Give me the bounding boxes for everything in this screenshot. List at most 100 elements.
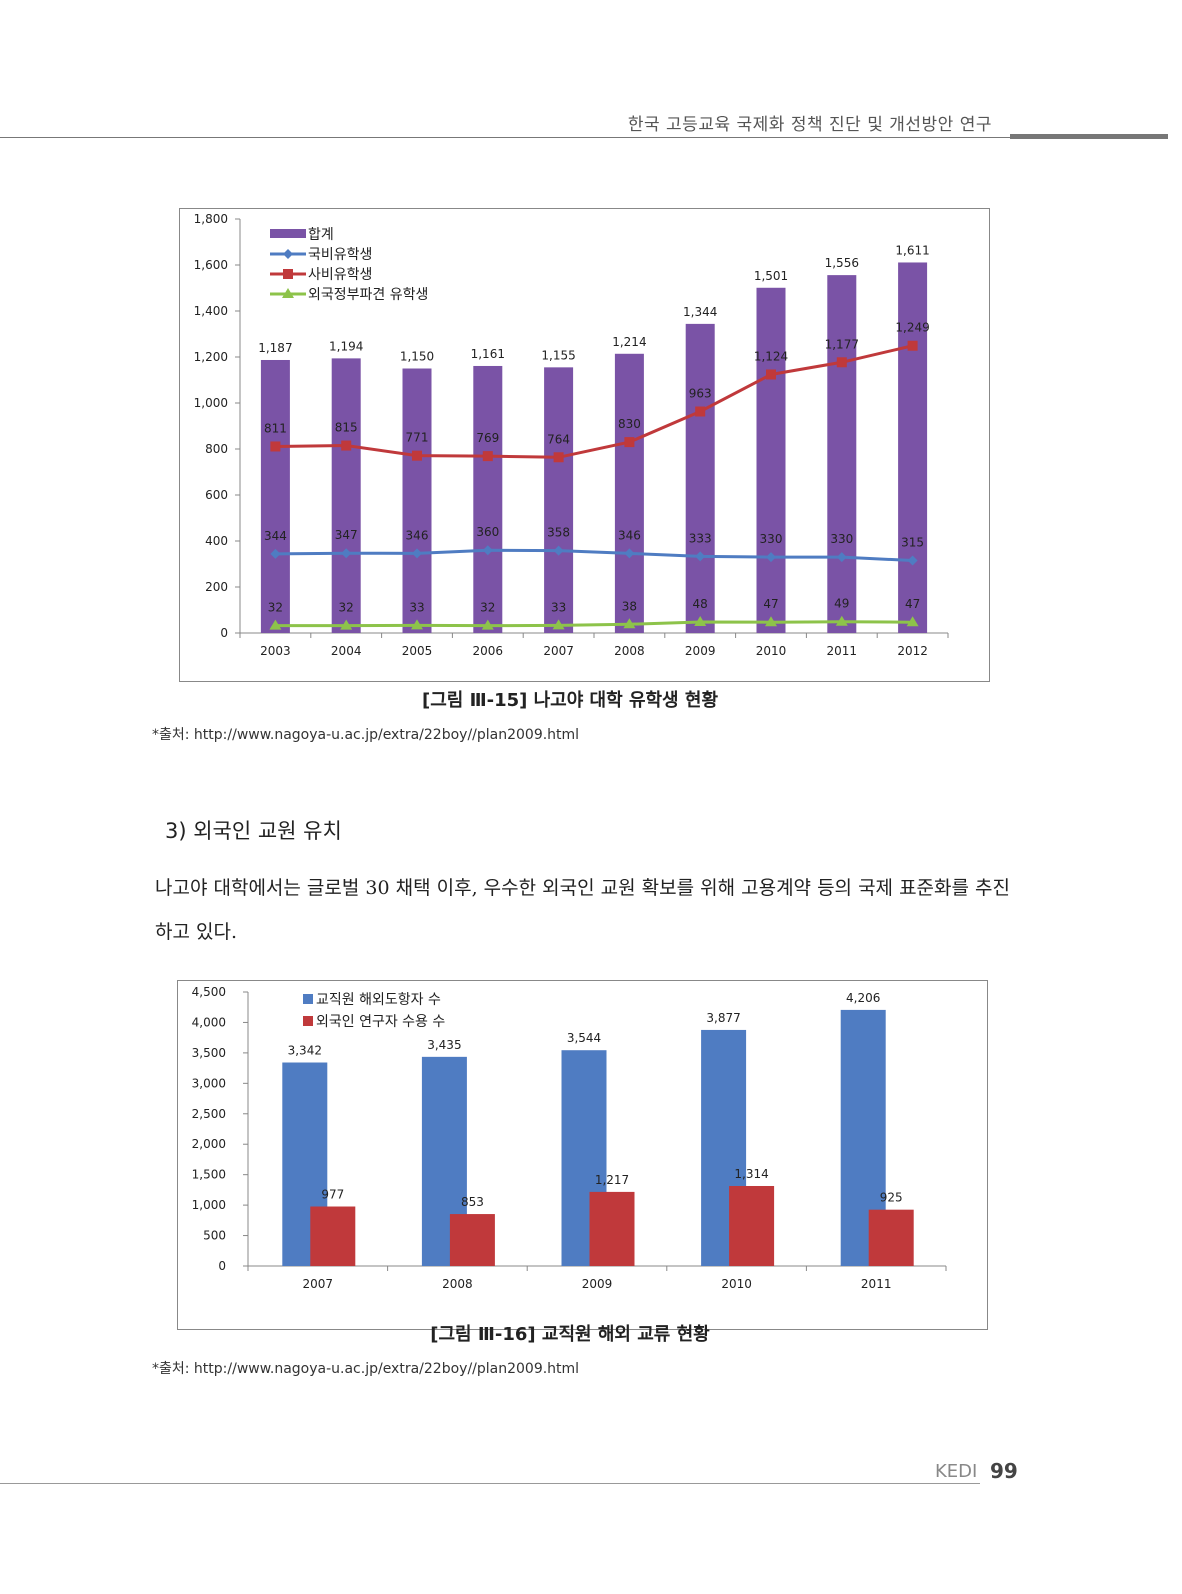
bar-total-label: 1,150 [400,350,434,364]
bar-total [402,368,432,633]
bar-value-label: 4,206 [846,991,880,1005]
point-label: 48 [693,597,708,611]
bar-total-label: 1,611 [895,243,929,257]
y-tick-label: 500 [203,1229,226,1243]
y-tick-label: 1,400 [194,304,228,318]
bar-total-label: 1,556 [825,256,859,270]
point-marker [340,619,353,630]
point-marker [552,619,565,630]
series-line-1 [275,548,913,563]
bar-foreign-researchers [729,1185,775,1266]
point-label: 358 [547,526,570,540]
point-label: 963 [689,387,712,401]
bar-total [473,365,503,633]
point-marker [907,555,918,566]
y-tick-label: 1,000 [192,1198,226,1212]
x-tick-label: 2004 [331,644,362,658]
y-tick-label: 4,500 [192,985,226,999]
bar-total-label: 1,214 [612,335,646,349]
point-marker [907,340,918,351]
legend-marker [282,288,294,298]
x-tick-label: 2010 [756,644,787,658]
bar-total-label: 1,155 [541,348,575,362]
bar-value-label: 925 [880,1191,903,1205]
bar-total-label: 1,501 [754,269,788,283]
point-marker [270,441,281,452]
bar-value-label: 1,314 [734,1167,768,1181]
page-number: 99 [990,1459,1018,1483]
point-label: 38 [622,599,637,613]
y-tick-label: 3,000 [192,1076,226,1090]
chart-students: 0 200 400 600 800 1,000 1,200 1,400 1,600 1,800 20… [194,212,949,658]
point-marker [836,552,847,563]
x-tick-label: 2005 [402,644,433,658]
point-marker [766,369,776,380]
x-tick-label: 2011 [827,644,858,658]
bar-total-label: 1,161 [471,347,505,361]
y-tick-label: 1,800 [194,212,228,226]
point-marker [694,615,707,626]
bar-value-label: 3,877 [706,1011,740,1025]
point-label: 1,177 [825,337,859,351]
legend-swatch [270,229,306,238]
series-line-3 [275,620,913,628]
legend-label: 합계 [308,227,334,243]
point-marker [836,357,847,368]
x-tick-label: 2008 [442,1277,473,1291]
point-label: 32 [268,601,283,615]
chart-frame-faculty: 0 500 1,000 1,500 2,000 2,500 3,000 3,500 4,000 4… [177,980,988,1330]
bar-total [685,323,715,633]
point-label: 330 [830,532,853,546]
y-tick-label: 600 [205,488,228,502]
y-tick-label: 200 [205,580,228,594]
x-tick-label: 2009 [582,1277,613,1291]
point-marker [765,616,777,627]
bar-value-label: 3,435 [427,1038,461,1052]
point-label: 815 [335,421,358,435]
section-body-text: 나고야 대학에서는 글로벌 30 채택 이후, 우수한 외국인 교원 확보를 위… [155,877,1010,943]
point-label: 315 [901,536,924,550]
legend-label: 사비유학생 [308,267,372,283]
y-tick-label: 4,000 [192,1015,226,1029]
legend-marker [283,269,293,279]
bar-total [614,353,644,633]
bar-value-label: 853 [461,1195,484,1209]
point-label: 344 [264,529,287,543]
x-tick-label: 2006 [473,644,504,658]
point-label: 771 [406,431,429,445]
y-tick-label: 800 [205,442,228,456]
point-marker [553,452,564,463]
bar-total-label: 1,344 [683,305,717,319]
x-tick-label: 2011 [861,1277,892,1291]
point-marker [412,450,422,461]
point-label: 346 [406,528,429,542]
bar-total [756,287,786,633]
legend-marker [283,249,293,259]
y-tick-label: 1,000 [194,396,228,410]
point-marker [270,548,281,559]
legend-label: 외국정부파견 유학생 [308,287,428,303]
y-tick-label: 3,500 [192,1046,226,1060]
x-tick-label: 2007 [303,1277,334,1291]
point-marker [412,548,422,559]
bar-foreign-researchers [449,1214,495,1266]
point-marker [553,545,564,556]
point-label: 32 [339,601,354,615]
point-marker [906,616,919,627]
legend-swatch [303,994,313,1004]
figure1-caption: [그림 Ⅲ-15] 나고야 대학 유학생 현황 [421,690,719,711]
point-label: 764 [547,432,570,446]
point-marker [482,545,493,556]
header-rule [0,137,1010,138]
bar-total [827,275,857,633]
bar-foreign-researchers [589,1191,635,1266]
y-tick-label: 1,200 [194,350,228,364]
point-label: 347 [335,528,358,542]
y-tick-label: 2,000 [192,1137,226,1151]
point-marker [624,437,635,448]
footer-brand: KEDI [935,1461,978,1482]
point-label: 330 [760,532,783,546]
y-tick-label: 0 [218,1259,226,1273]
bar-total [544,367,574,633]
figure2-source: *출처: http://www.nagoya-u.ac.jp/extra/22b… [152,1361,580,1377]
